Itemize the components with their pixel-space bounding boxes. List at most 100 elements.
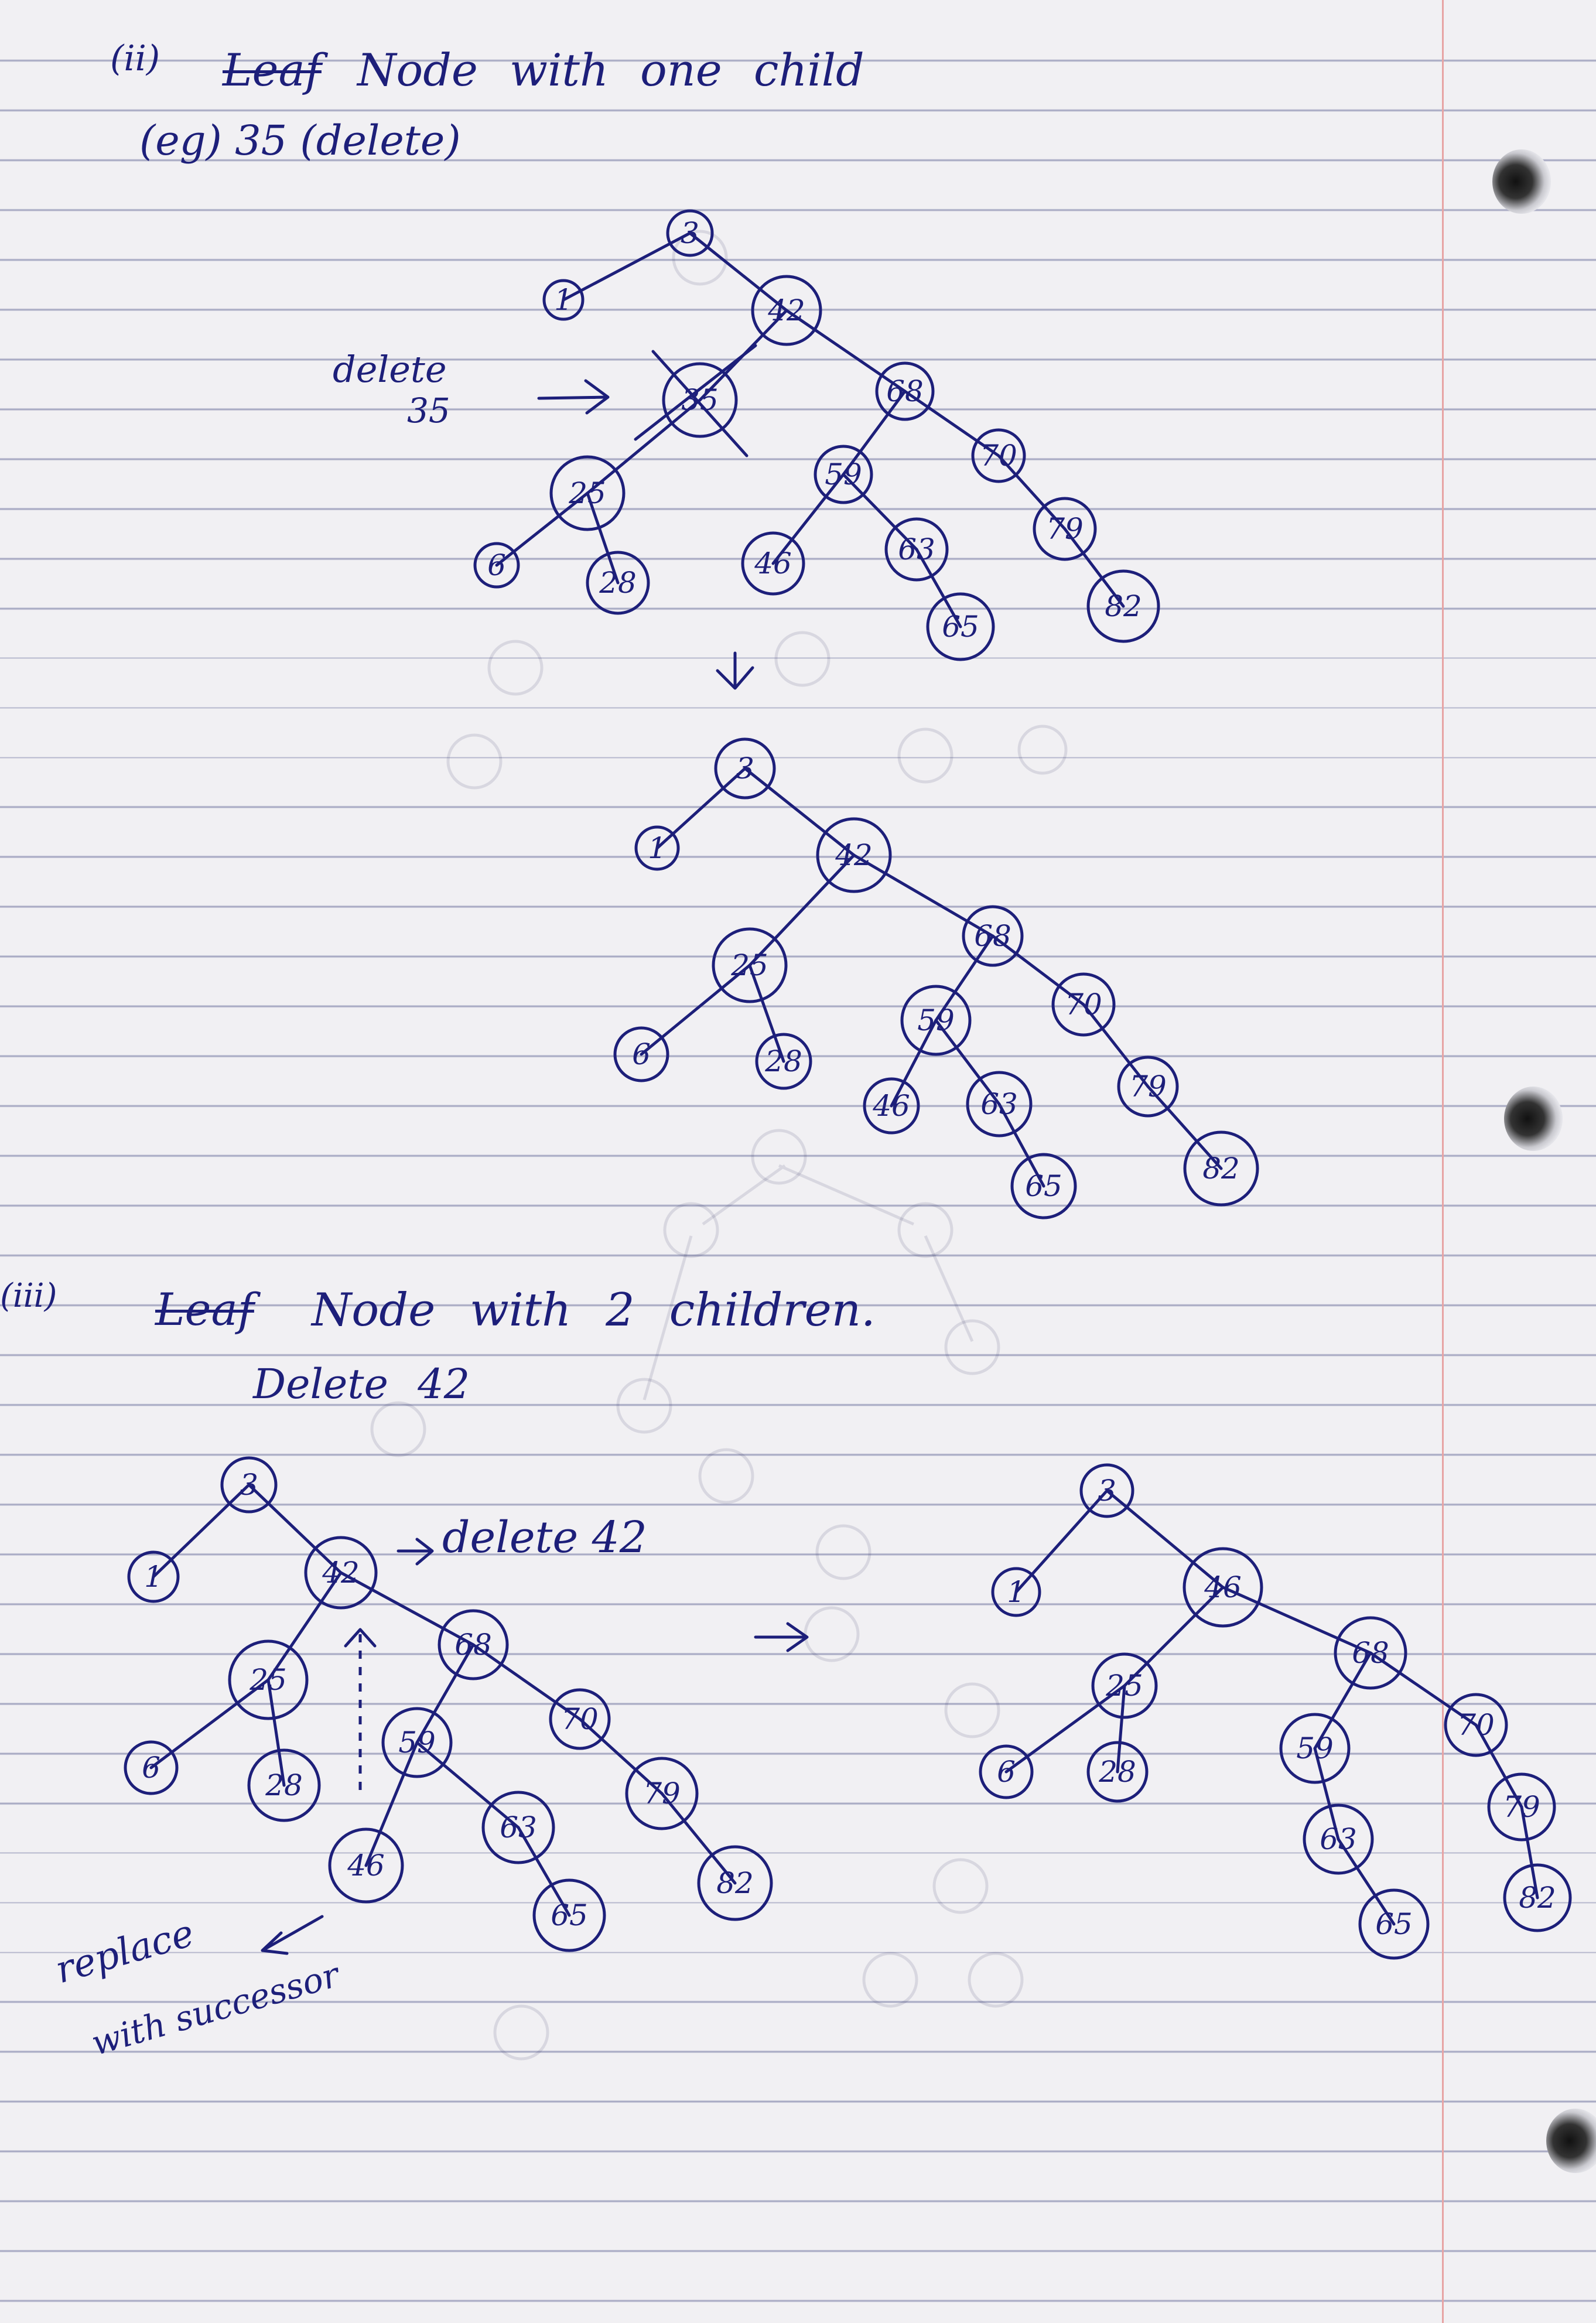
- delete-note: delete: [333, 348, 447, 391]
- node-label: 42: [835, 838, 873, 872]
- node-label: 46: [347, 1849, 385, 1883]
- node: 46: [863, 1077, 920, 1135]
- node-label: 25: [249, 1663, 287, 1697]
- node-label: 6: [487, 548, 506, 582]
- node: 46: [1183, 1547, 1263, 1628]
- node: 65: [1358, 1888, 1430, 1960]
- node: 42: [751, 275, 822, 346]
- node: 25: [549, 455, 626, 531]
- node-label: 70: [980, 439, 1017, 473]
- delete-note-number: 35: [407, 391, 450, 431]
- example-label: (eg) 35 (delete): [139, 117, 461, 165]
- section-number: (ii): [110, 38, 160, 79]
- node: 79: [625, 1757, 699, 1830]
- node-label: 3: [1098, 1474, 1116, 1508]
- node: 6: [124, 1740, 179, 1795]
- node-label: 1: [144, 1560, 163, 1594]
- struck-word: Leaf: [223, 44, 322, 96]
- node-label: 82: [1202, 1152, 1240, 1186]
- node: 59: [381, 1707, 453, 1778]
- node: 1: [634, 825, 680, 871]
- node-label: 1: [1007, 1575, 1026, 1609]
- node-label: 68: [974, 919, 1011, 953]
- node: 46: [328, 1827, 404, 1904]
- node-label: 79: [1503, 1790, 1540, 1824]
- node: 82: [1183, 1130, 1259, 1207]
- node-label: 59: [917, 1003, 955, 1037]
- node: 63: [966, 1071, 1033, 1137]
- binder-hole: [1504, 1087, 1563, 1151]
- node-label: 1: [554, 283, 573, 317]
- node: 3: [1079, 1463, 1134, 1518]
- struck-word: Leaf: [155, 1283, 254, 1335]
- node-label: 82: [716, 1866, 754, 1900]
- node: 68: [1334, 1616, 1407, 1690]
- node: 42: [816, 817, 892, 893]
- binder-hole: [1546, 2109, 1596, 2173]
- node-label: 28: [599, 566, 637, 600]
- node: 59: [900, 985, 972, 1056]
- node-label: 63: [898, 532, 935, 566]
- node-label: 42: [767, 293, 805, 327]
- node: 82: [1503, 1863, 1572, 1932]
- node-label: 79: [1129, 1070, 1167, 1104]
- node-label: 59: [1296, 1731, 1334, 1765]
- strike-mark: [651, 350, 749, 457]
- node-label: 25: [1105, 1669, 1143, 1703]
- node: 70: [1444, 1693, 1508, 1757]
- node: 6: [613, 1026, 669, 1082]
- margin-line: [1442, 0, 1444, 2323]
- node-label: 3: [240, 1468, 258, 1502]
- node: 68: [962, 905, 1024, 967]
- node: 79: [1117, 1055, 1179, 1118]
- node: 79: [1033, 497, 1097, 561]
- node: 25: [228, 1639, 309, 1720]
- node-label: 28: [764, 1044, 802, 1078]
- node-label: 6: [142, 1751, 160, 1785]
- section-subtitle: Delete 42: [253, 1360, 470, 1408]
- section-title: Node with 2 children.: [312, 1284, 876, 1337]
- node: 3: [714, 737, 776, 800]
- node-label: 82: [1519, 1881, 1556, 1915]
- section-title: Node with one child: [357, 44, 864, 96]
- node-label: 68: [454, 1628, 492, 1662]
- node-label: 3: [681, 216, 699, 250]
- node-label: 59: [825, 457, 862, 491]
- successor-arrowhead: [344, 1628, 377, 1648]
- node: 1: [542, 279, 585, 321]
- node-label: 70: [1065, 988, 1102, 1022]
- node-label: 1: [648, 831, 667, 865]
- section-number: (iii): [0, 1277, 57, 1315]
- node: 59: [1279, 1713, 1351, 1784]
- node: 70: [971, 428, 1026, 483]
- node-label: 63: [500, 1810, 537, 1844]
- binder-hole: [1492, 149, 1551, 214]
- node: 70: [549, 1688, 611, 1750]
- node: 68: [438, 1609, 509, 1680]
- node-label: 68: [1352, 1636, 1389, 1670]
- node-label: 70: [561, 1702, 599, 1736]
- arrow-to-deleted-node: [537, 379, 610, 415]
- down-arrow: [716, 651, 754, 690]
- node-label: 28: [265, 1768, 303, 1802]
- node-label: 6: [632, 1037, 651, 1071]
- node-label: 82: [1105, 589, 1142, 623]
- node: 6: [979, 1744, 1034, 1799]
- node: 65: [926, 592, 995, 661]
- node-label: 65: [551, 1898, 588, 1932]
- node-label: 3: [736, 751, 754, 785]
- node: 82: [697, 1845, 773, 1921]
- node: 25: [1091, 1652, 1158, 1719]
- node: 1: [991, 1567, 1041, 1617]
- node-label: 63: [1320, 1822, 1357, 1856]
- node-label: 25: [730, 948, 768, 982]
- node: 63: [481, 1791, 555, 1864]
- node: 65: [1010, 1153, 1077, 1219]
- node: 25: [712, 927, 788, 1003]
- node: 63: [884, 517, 949, 582]
- node-label: 6: [997, 1755, 1016, 1789]
